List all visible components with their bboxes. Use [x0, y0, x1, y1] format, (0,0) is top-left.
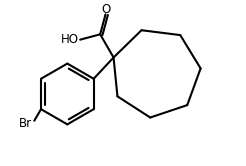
Text: HO: HO — [61, 33, 79, 46]
Text: O: O — [101, 2, 111, 15]
Text: Br: Br — [18, 117, 32, 130]
